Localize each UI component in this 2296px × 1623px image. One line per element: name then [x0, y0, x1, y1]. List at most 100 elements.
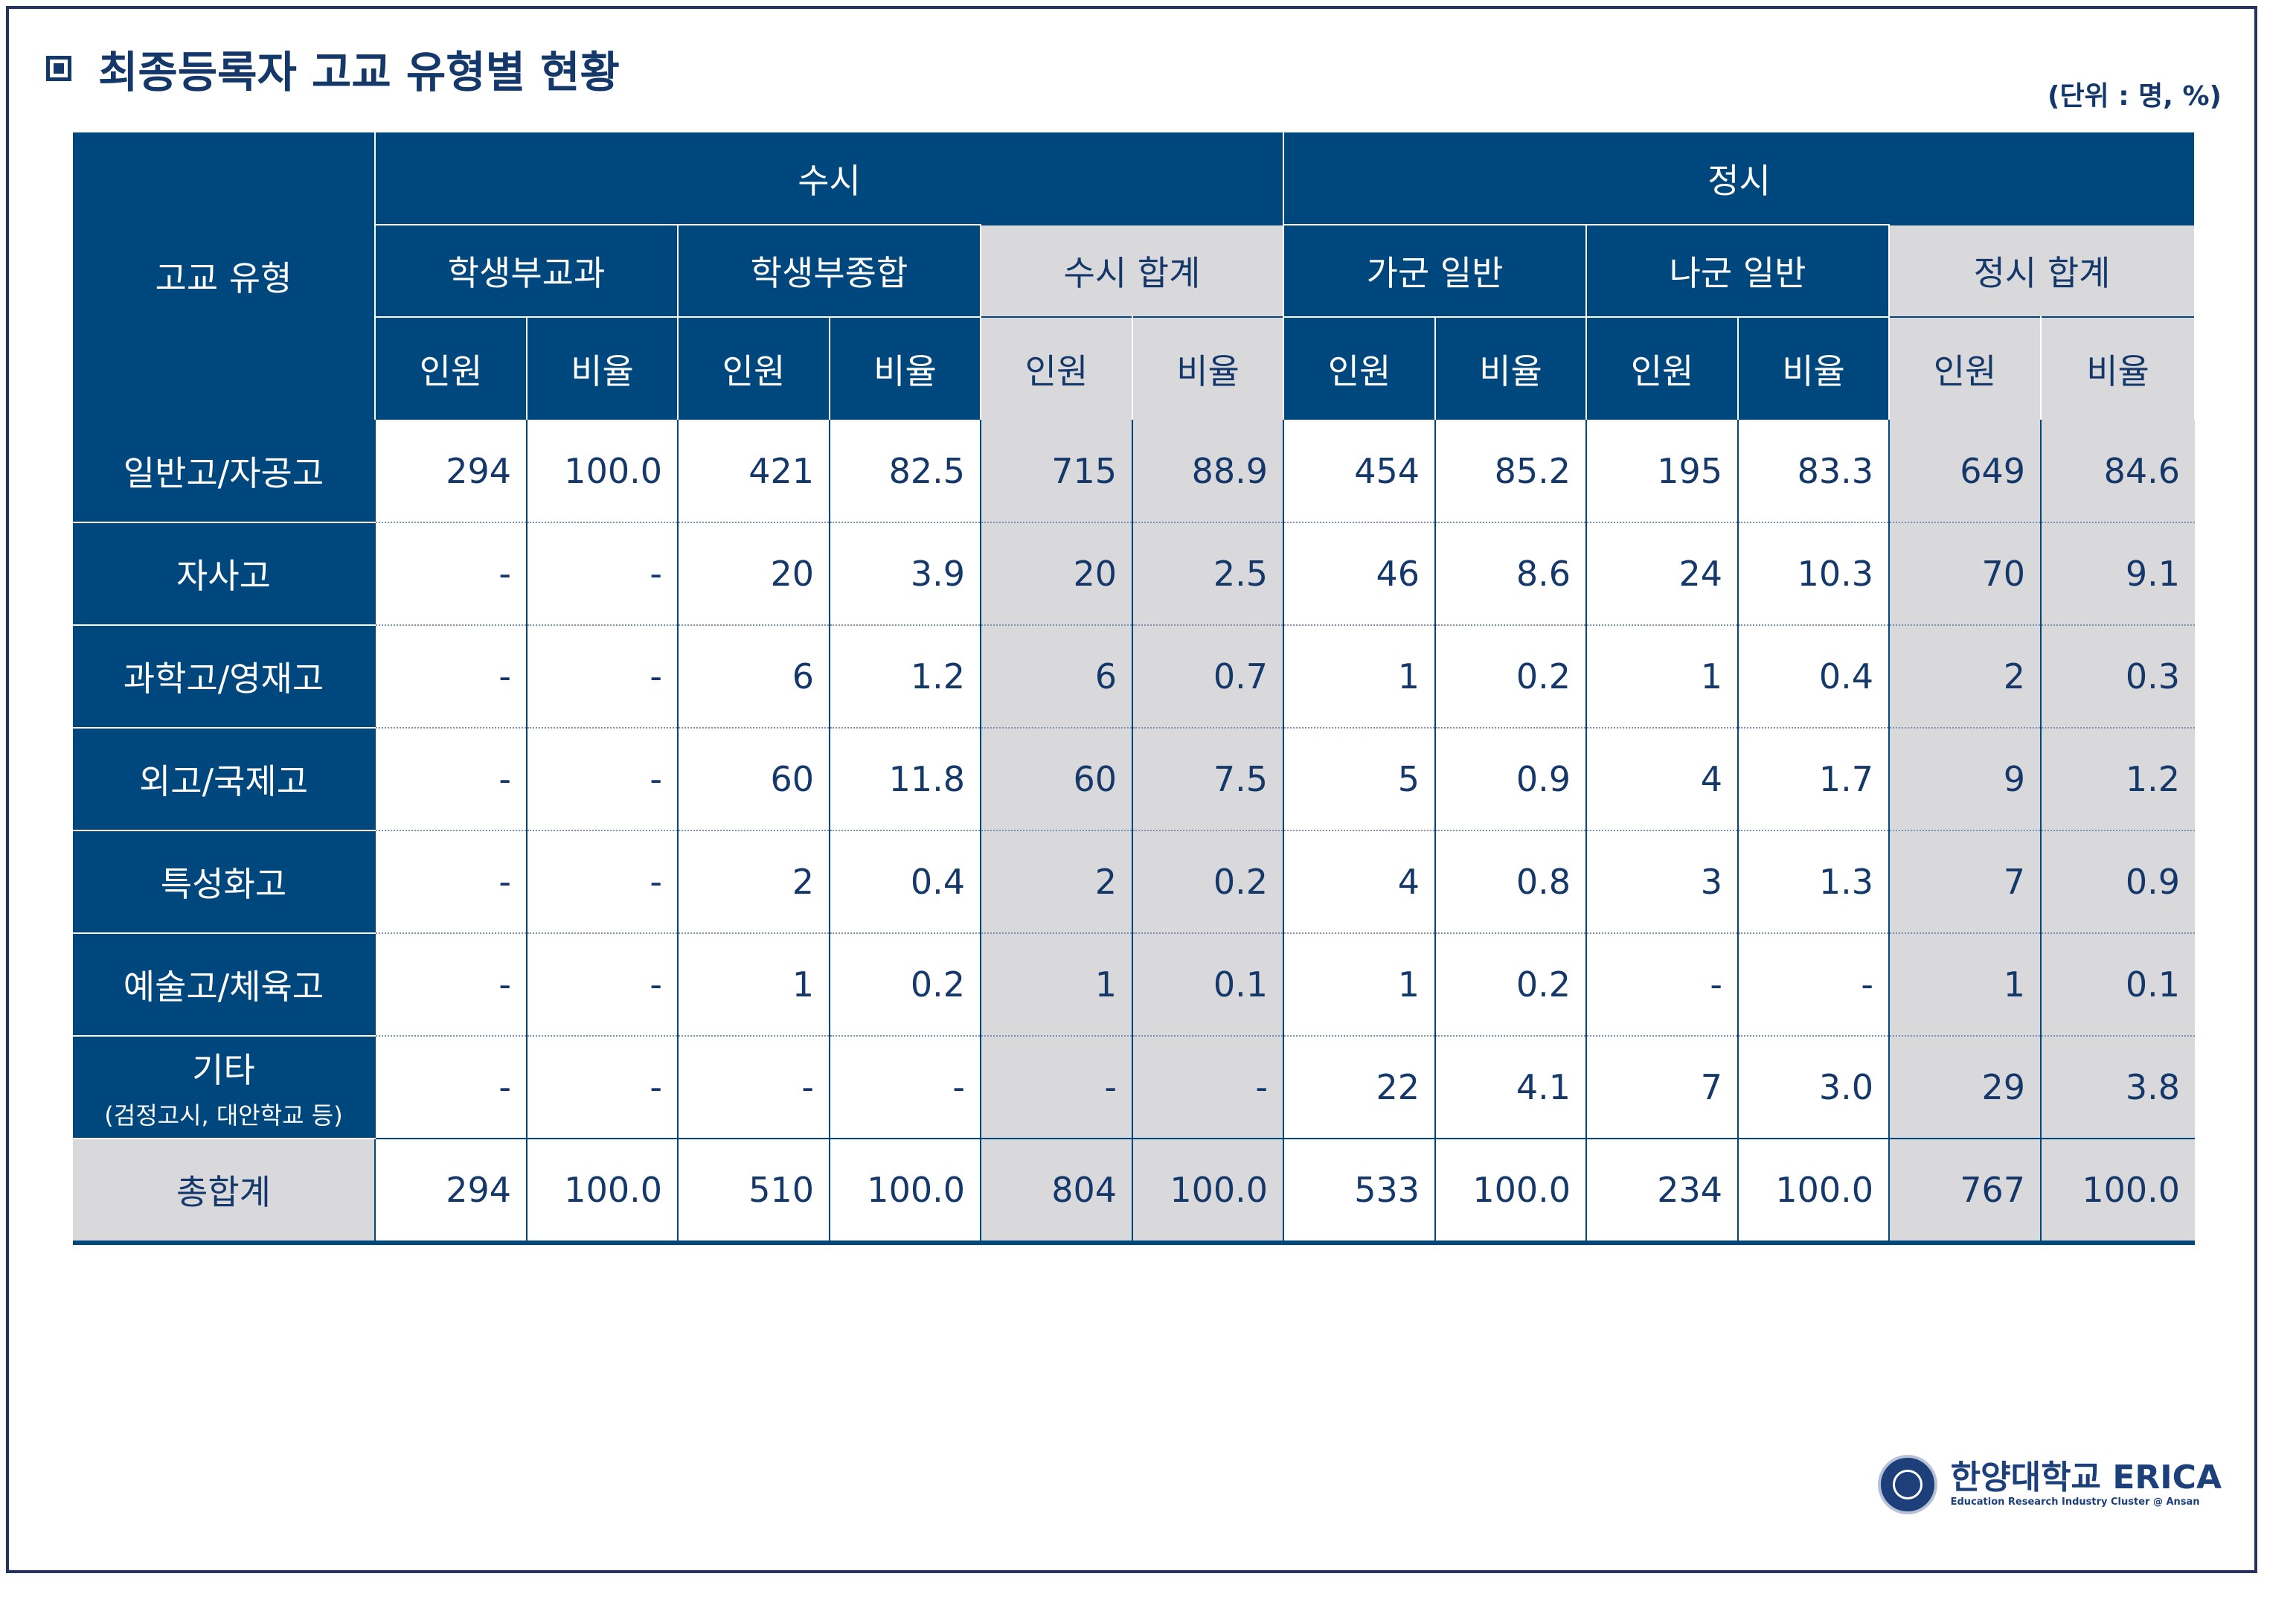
count-cell: 1: [677, 933, 830, 1037]
header-count: 인원: [1888, 316, 2042, 420]
ratio-cell: 1.3: [1737, 830, 1890, 934]
row-label-text: 자사고: [176, 556, 271, 596]
header-school-type: 고교 유형: [73, 132, 376, 420]
ratio-cell: 0.8: [1434, 830, 1587, 934]
unit-note: (단위 : 명, %): [2047, 81, 2222, 112]
header-jeongsi-ga: 가군 일반: [1283, 224, 1588, 317]
count-cell: 22: [1283, 1036, 1436, 1139]
page-frame: [6, 6, 2257, 1573]
ratio-cell: 82.5: [829, 420, 981, 523]
count-cell: 60: [677, 728, 830, 831]
row-label-text: 일반고/자공고: [123, 452, 324, 493]
header-count: 인원: [1585, 316, 1739, 420]
count-cell: 421: [677, 420, 830, 523]
ratio-cell: 1.2: [2040, 728, 2196, 831]
ratio-cell: 3.8: [2040, 1036, 2196, 1139]
header-count: 인원: [980, 316, 1133, 420]
count-cell: -: [1585, 933, 1739, 1037]
header-susi: 수시: [373, 132, 1285, 225]
header-susi-total: 수시 합계: [979, 224, 1285, 317]
ratio-cell: -: [1131, 1036, 1284, 1139]
row-label-text: 기타: [192, 1050, 255, 1090]
ratio-cell: 100.0: [1131, 1138, 1284, 1245]
ratio-cell: 0.1: [1131, 933, 1284, 1037]
count-cell: 6: [980, 625, 1132, 729]
table-row: 자사고 - -20 3.9 20 2.5 46 8.6 24 10.3 70 9.1: [73, 522, 2196, 626]
header-ratio: 비율: [829, 316, 981, 420]
ratio-cell: 100.0: [829, 1138, 981, 1245]
ratio-cell: 0.2: [1131, 830, 1284, 934]
ratio-cell: -: [526, 728, 678, 831]
ratio-cell: 3.0: [1737, 1036, 1890, 1139]
ratio-cell: 85.2: [1434, 420, 1587, 523]
count-cell: 804: [980, 1138, 1132, 1245]
count-cell: 3: [1585, 830, 1739, 934]
page-title-text: 최종등록자 고교 유형별 현황: [98, 47, 620, 97]
ratio-cell: 0.9: [1434, 728, 1587, 831]
square-bullet-icon: [46, 56, 71, 81]
count-cell: 60: [980, 728, 1132, 831]
ratio-cell: 0.2: [1434, 625, 1587, 729]
ratio-cell: 1.7: [1737, 728, 1890, 831]
header-count: 인원: [374, 316, 527, 420]
page-title: 최종등록자 고교 유형별 현황: [46, 39, 620, 98]
count-cell: 195: [1585, 420, 1739, 523]
ratio-cell: -: [526, 1036, 678, 1139]
count-cell: 5: [1283, 728, 1436, 831]
total-label: 총합계: [73, 1138, 375, 1245]
ratio-cell: -: [526, 522, 678, 626]
ratio-cell: 4.1: [1434, 1036, 1587, 1139]
ratio-cell: 7.5: [1131, 728, 1284, 831]
ratio-cell: -: [1737, 933, 1890, 1037]
count-cell: 29: [1888, 1036, 2042, 1139]
count-cell: -: [980, 1036, 1132, 1139]
count-cell: 7: [1888, 830, 2042, 934]
count-cell: 4: [1283, 830, 1436, 934]
count-cell: 294: [374, 420, 527, 523]
row-label-text: 외고/국제고: [138, 761, 309, 801]
header-jeongsi: 정시: [1283, 132, 2196, 225]
count-cell: -: [374, 933, 527, 1037]
row-label-text: 예술고/체육고: [123, 967, 324, 1007]
header-susi-gyogwa: 학생부교과: [374, 224, 679, 317]
header-ratio: 비율: [1131, 316, 1285, 420]
ratio-cell: 83.3: [1737, 420, 1890, 523]
table-row: 과학고/영재고 - -6 1.2 6 0.7 1 0.2 1 0.4 2 0.3: [73, 625, 2196, 729]
row-label: 과학고/영재고: [73, 625, 375, 729]
count-cell: 20: [677, 522, 830, 626]
row-label-text: 과학고/영재고: [123, 659, 324, 699]
count-cell: 1: [980, 933, 1132, 1037]
ratio-cell: 0.4: [829, 830, 981, 934]
count-cell: 510: [677, 1138, 830, 1245]
count-cell: 1: [1283, 625, 1436, 729]
count-cell: 767: [1888, 1138, 2042, 1245]
ratio-cell: 10.3: [1737, 522, 1890, 626]
count-cell: 1: [1888, 933, 2042, 1037]
table-row: 특성화고 - -2 0.4 2 0.2 4 0.8 3 1.3 7 0.9: [73, 830, 2196, 934]
ratio-cell: 84.6: [2040, 420, 2196, 523]
header-count: 인원: [677, 316, 830, 420]
row-label: 자사고: [73, 522, 375, 626]
count-cell: -: [374, 522, 527, 626]
ratio-cell: 11.8: [829, 728, 981, 831]
header-ratio: 비율: [1434, 316, 1588, 420]
count-cell: 715: [980, 420, 1132, 523]
header-ratio: 비율: [1737, 316, 1891, 420]
header-ratio: 비율: [2040, 316, 2196, 420]
count-cell: 4: [1585, 728, 1739, 831]
ratio-cell: 8.6: [1434, 522, 1587, 626]
count-cell: -: [374, 728, 527, 831]
logo-name: 한양대학교 ERICA: [1950, 1459, 2222, 1496]
total-row: 총합계 294 100.0 510 100.0 804 100.0 533 100.0 234 10…: [73, 1138, 2196, 1245]
ratio-cell: -: [829, 1036, 981, 1139]
header-jeongsi-total: 정시 합계: [1888, 224, 2196, 317]
ratio-cell: 9.1: [2040, 522, 2196, 626]
row-label: 특성화고: [73, 830, 375, 934]
university-logo: 한양대학교 ERICA Education Research Industry …: [1877, 1455, 2222, 1514]
row-label: 일반고/자공고: [73, 420, 375, 523]
count-cell: 70: [1888, 522, 2042, 626]
ratio-cell: 1.2: [829, 625, 981, 729]
count-cell: 1: [1585, 625, 1739, 729]
logo-tagline: Education Research Industry Cluster @ An…: [1950, 1496, 2200, 1508]
header-susi-jonghap: 학생부종합: [677, 224, 981, 317]
